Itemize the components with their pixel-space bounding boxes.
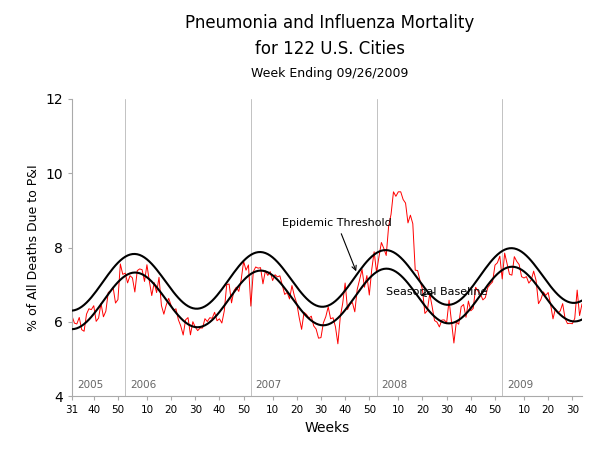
Text: 2009: 2009 (507, 380, 533, 391)
X-axis label: Weeks: Weeks (304, 421, 350, 435)
Text: Pneumonia and Influenza Mortality: Pneumonia and Influenza Mortality (185, 14, 475, 32)
Text: 2006: 2006 (130, 380, 156, 391)
Text: 2005: 2005 (77, 380, 103, 391)
Text: for 122 U.S. Cities: for 122 U.S. Cities (255, 40, 405, 58)
Y-axis label: % of All Deaths Due to P&I: % of All Deaths Due to P&I (27, 164, 40, 331)
Text: Seasonal Baseline: Seasonal Baseline (386, 287, 488, 297)
Text: Week Ending 09/26/2009: Week Ending 09/26/2009 (251, 68, 409, 81)
Text: Epidemic Threshold: Epidemic Threshold (282, 218, 392, 270)
Text: 2008: 2008 (382, 380, 407, 391)
Text: 2007: 2007 (256, 380, 282, 391)
